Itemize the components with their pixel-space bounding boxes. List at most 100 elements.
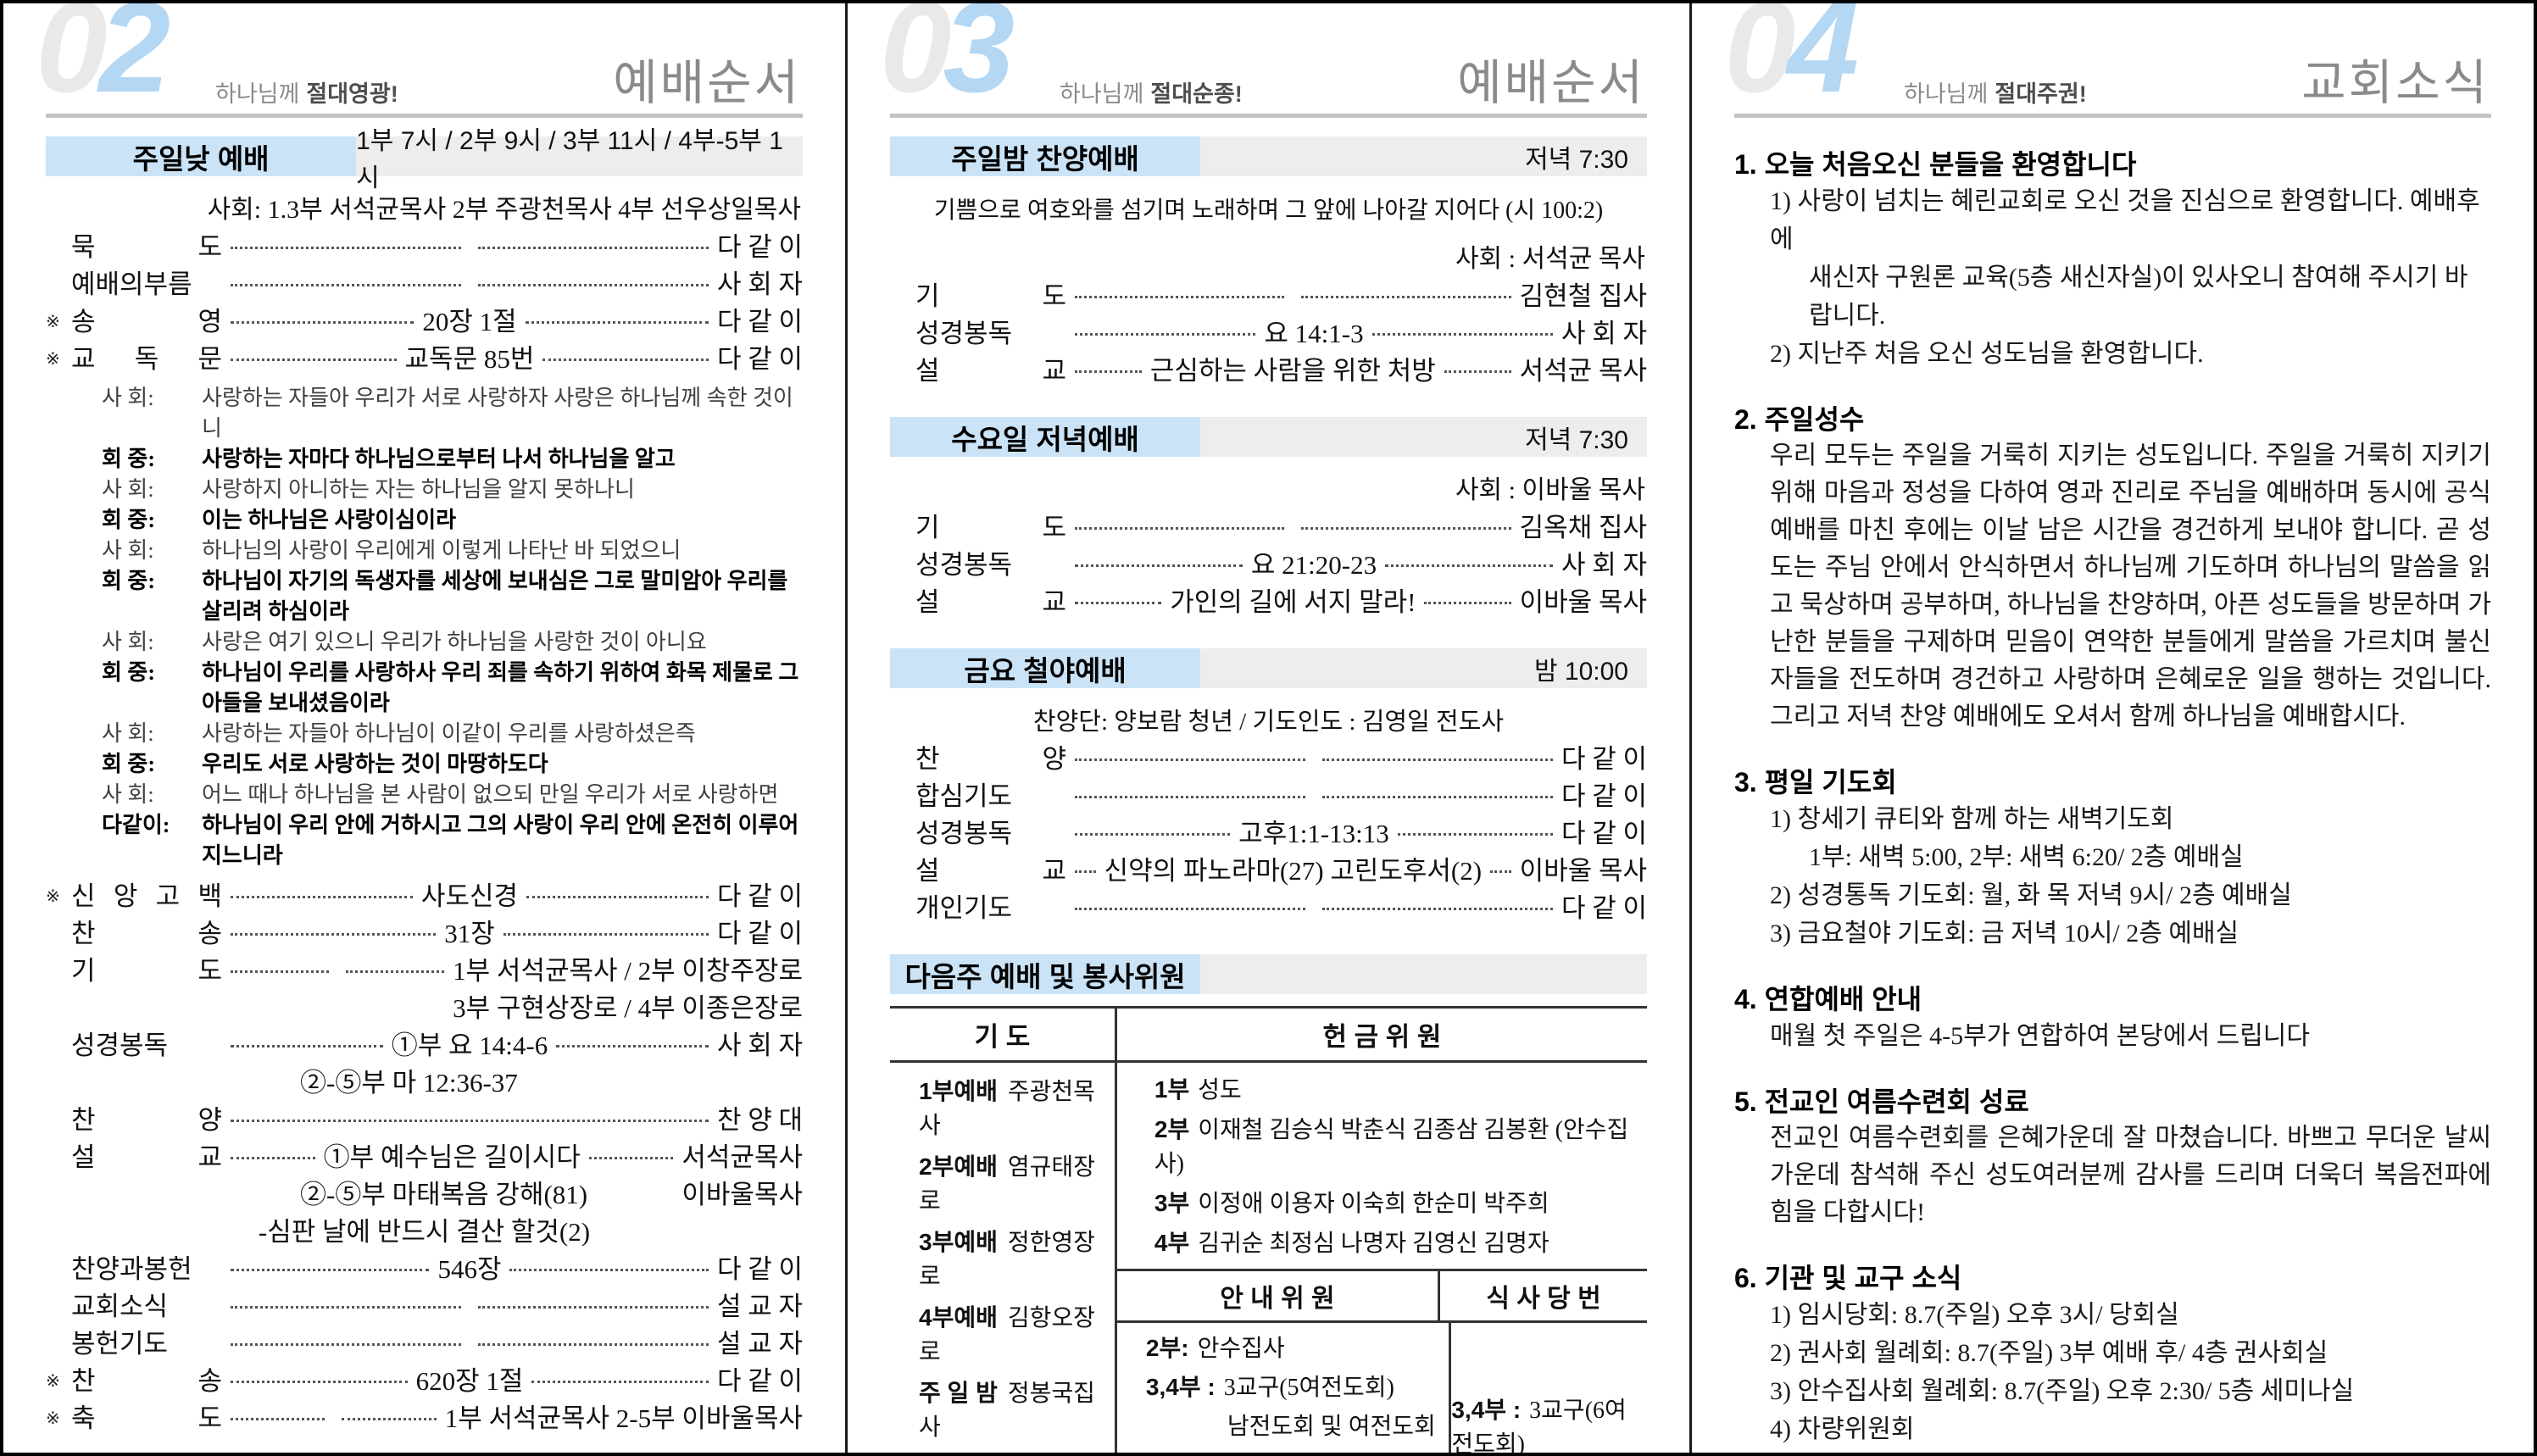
news-line: 3) 금요철야 기도회: 금 저녁 10시/ 2층 예배실 (1770, 920, 2239, 948)
dotted-leader (231, 283, 461, 286)
order-row: 기 도 김현철 집사 (890, 281, 1647, 312)
order-performer: 다 같 이 (716, 881, 803, 911)
dotted-leader (526, 895, 709, 898)
page-02-header: 02 하나님께 절대영광! 예배순서 (36, 3, 803, 114)
reading-speaker: 다같이: (102, 813, 170, 837)
dotted-leader (231, 358, 397, 361)
news-item-title: 3. 평일 기도회 (1734, 767, 1897, 797)
service-label: 2부예배 (919, 1153, 998, 1180)
dotted-leader (477, 1342, 709, 1346)
dotted-leader (1385, 564, 1553, 567)
column-header-meal: 식 사 당 번 (1486, 1285, 1601, 1313)
dotted-leader (1075, 564, 1243, 567)
offering-column: 1부 성도 2부 이재철 김승식 박춘식 김종삼 김봉환 (안수집사) 3부 이정애 … (1116, 1063, 1647, 1453)
motto-text: 하나님께 (1904, 81, 1989, 107)
news-line: 1) 사랑이 넘치는 혜린교회로 오신 것을 진심으로 환영합니다. 예배후에 (1770, 187, 2480, 253)
required-mark: ※ (46, 887, 60, 906)
order-performer: 다 같 이 (1561, 819, 1647, 848)
order-row: 기 도 김옥채 집사 (890, 513, 1647, 543)
motto-text: 하나님께 (215, 81, 300, 107)
order-row: 설 교 가인의 길에 서지 말라! 이바울 목사 (890, 587, 1647, 618)
dotted-leader (231, 1380, 408, 1383)
order-value: 20장 1절 (422, 307, 517, 336)
dotted-leader (1301, 526, 1511, 530)
order-row: 성경봉독 고후1:1-13:13 다 같 이 (890, 819, 1647, 849)
order-label: 기 도 (915, 281, 1066, 311)
news-line: 4) 차량위원회 (1770, 1415, 1915, 1443)
order-continuation: -심판 날에 반드시 결산 할것(2) (46, 1217, 803, 1248)
dotted-leader (477, 283, 709, 286)
news-item-united-worship: 4. 연합예배 안내 매월 첫 주일은 4-5부가 연합하여 본당에서 드립니다 (1734, 978, 2491, 1055)
order-performer: 다 같 이 (716, 1254, 803, 1284)
dotted-leader (531, 1380, 709, 1383)
order-row: 설 교 신약의 파노라마(27) 고린도후서(2) 이바울 목사 (890, 856, 1647, 886)
order-value: 교독문 85번 (404, 344, 535, 374)
dotted-leader (1075, 758, 1305, 761)
order-row: 찬 송 31장 다 같 이 (46, 919, 803, 949)
order-row: 기 도 1부 서석균목사 / 2부 이창주장로 (46, 956, 803, 986)
table-row: 3부 이정애 이용자 이숙희 한순미 박주희 (1154, 1185, 1647, 1219)
reading-text: 이는 하나님은 사랑이심이라 (202, 508, 457, 532)
service-label: 주 일 밤 (919, 1380, 998, 1406)
order-label: 신 앙 고 백 (71, 881, 222, 911)
page-04: 04 하나님께 절대주권! 교회소식 1. 오늘 처음오신 분들을 환영합니다 1… (1689, 3, 2534, 1453)
order-row: 봉헌기도 설 교 자 (46, 1329, 803, 1359)
dotted-leader (556, 1044, 709, 1048)
table-row: 4부 김귀순 최정심 나명자 김영신 김명자 (1154, 1225, 1647, 1259)
table-row: 3,4부 : 3교구(5여전도회) (1146, 1369, 1449, 1403)
reading-line: 사 회: 하나님의 사랑이 우리에게 이렇게 나타난 바 되었으니 (102, 536, 803, 566)
table-row: 2부: 안수집사 (1146, 1330, 1449, 1364)
dotted-leader (1397, 832, 1553, 836)
order-row: 성경봉독 요 21:20-23 사 회 자 (890, 550, 1647, 581)
dotted-leader (509, 1268, 709, 1271)
header-rule (890, 114, 1647, 118)
reading-text: 사랑하지 아니하는 자는 하나님을 알지 못하나니 (202, 477, 635, 502)
page-number-digit: 4 (1787, 3, 1859, 119)
motto-text: 하나님께 (1060, 81, 1144, 107)
dotted-leader (503, 932, 709, 936)
reading-line: 다같이: 하나님이 우리 안에 거하시고 그의 사랑이 우리 안에 온전히 이루어… (102, 810, 803, 871)
order-performer: 찬 양 대 (716, 1105, 803, 1135)
news-line: 새신자 구원론 교육(5층 새신자실)이 있사오니 참여해 주시기 바랍니다. (1809, 264, 2468, 330)
person-names: 남전도회 및 여전도회 (1227, 1414, 1436, 1440)
order-performer: 사 회 자 (716, 1031, 804, 1060)
dotted-leader (588, 1156, 674, 1159)
dotted-leader (231, 895, 413, 898)
order-label: 기 도 (915, 513, 1066, 542)
section-name: 다음주 예배 및 봉사위원 (890, 954, 1201, 994)
order-label: 설 교 (915, 856, 1066, 886)
page-number-digit: 0 (36, 3, 107, 119)
order-label: 송 영 (71, 307, 222, 336)
section-time: 저녁 7:30 (1200, 136, 1647, 176)
table-row: 2부예배 염규태장로 (919, 1148, 1115, 1216)
news-paragraph: 주일과 수요일 교회 주차장을 이용하시는 성도님들께서는 대형차 주차 공간인… (1809, 1448, 2491, 1453)
required-mark: ※ (46, 350, 60, 369)
page-number-digit: 3 (943, 3, 1015, 119)
dotted-leader (1075, 295, 1285, 298)
section-bar-next-week: 다음주 예배 및 봉사위원 (890, 954, 1647, 994)
dotted-leader (1444, 370, 1511, 373)
reading-text: 하나님이 자기의 독생자를 세상에 보내심은 그로 말미암아 우리를 살리려 하… (202, 569, 788, 624)
table-row: 3,4부 :3교구(6여전도회) (1451, 1392, 1647, 1453)
order-label: 개인기도 (915, 893, 1013, 923)
order-value: 근심하는 사람을 위한 처방 (1149, 356, 1436, 386)
order-performer: 설 교 자 (716, 1292, 803, 1321)
service-label: 3부예배 (919, 1229, 998, 1255)
table-row: 1부 성도 (1154, 1071, 1647, 1105)
reading-line: 사 회: 사랑은 여기 있으니 우리가 하나님을 사랑한 것이 아니요 (102, 627, 803, 658)
required-mark: ※ (46, 313, 60, 331)
order-label: 찬 양 (915, 744, 1066, 774)
news-line: 1) 창세기 큐티와 함께 하는 새벽기도회 (1770, 805, 2174, 833)
page-number-digit: 0 (1724, 3, 1795, 119)
required-mark: ※ (46, 1409, 60, 1428)
person-names: 김귀순 최정심 나명자 김영신 김명자 (1198, 1231, 1549, 1257)
dotted-leader (1301, 295, 1511, 298)
reading-text: 사랑은 여기 있으니 우리가 하나님을 사랑한 것이 아니요 (202, 630, 707, 654)
page-number: 02 (36, 3, 170, 112)
order-row: 설 교 근심하는 사람을 위한 처방 서석균 목사 (890, 356, 1647, 386)
order-value: 31장 (444, 919, 495, 948)
table-row: 남전도회 및 여전도회 (1227, 1408, 1449, 1442)
